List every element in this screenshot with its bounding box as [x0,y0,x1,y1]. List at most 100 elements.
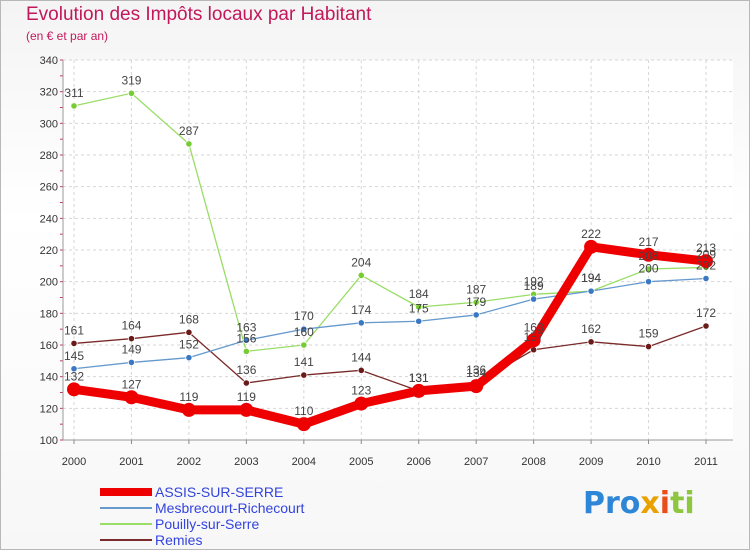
y-tick-label: 120 [40,403,58,415]
data-point [644,342,653,351]
data-label: 222 [581,227,601,241]
data-point [699,254,713,269]
legend-swatch [100,523,152,525]
data-point [357,271,365,279]
y-tick-label: 280 [40,150,58,162]
data-label: 200 [639,262,659,276]
y-tick-label: 340 [40,55,58,67]
data-label: 161 [64,323,84,337]
data-label: 134 [466,366,486,380]
x-tick-label: 2010 [636,456,660,468]
data-point [70,339,78,348]
data-point [415,317,423,325]
legend-label: ASSIS-SUR-SERRE [155,484,284,500]
y-tick-label: 300 [40,118,58,130]
data-point [644,265,653,273]
data-label: 156 [236,331,256,345]
data-point [587,287,595,295]
legend-label: Remies [155,532,203,548]
series-line-0 [69,242,711,429]
data-label: 123 [351,384,371,398]
data-label: 213 [696,241,716,255]
data-label: 119 [237,390,256,404]
y-tick-label: 200 [40,277,58,289]
data-point [644,278,653,286]
y-tick-label: 140 [40,372,58,384]
legend-label: Pouilly-sur-Serre [155,516,260,532]
data-point [185,140,193,148]
data-point [185,328,193,336]
y-tick-label: 320 [40,87,58,99]
data-label: 187 [466,282,486,296]
data-point [300,325,308,333]
data-point [124,390,139,405]
legend-swatch [100,507,152,509]
data-label: 152 [179,338,199,352]
data-point [587,338,595,346]
x-tick-label: 2000 [62,456,86,468]
data-label: 217 [639,235,659,249]
data-point [354,396,369,411]
data-point [526,333,541,348]
data-label: 175 [409,301,429,315]
legend-swatch [100,488,152,496]
data-label: 162 [581,322,601,336]
y-tick-label: 260 [40,182,58,194]
data-point [357,366,365,374]
data-label: 319 [121,73,141,87]
x-tick-label: 2005 [349,456,373,468]
data-point [469,379,484,394]
data-label: 168 [179,312,199,326]
data-label: 209 [696,247,716,261]
data-label: 157 [524,330,544,344]
data-label: 163 [236,320,256,334]
x-tick-label: 2002 [177,456,201,468]
data-point [70,365,78,373]
data-label: 110 [294,404,313,418]
data-point [357,319,365,327]
data-label: 131 [409,371,429,385]
data-label: 194 [581,271,601,285]
data-label: 159 [639,327,659,341]
series-line-3 [73,325,707,392]
data-point [584,239,599,254]
y-tick-label: 240 [40,213,58,225]
data-label: 164 [121,319,141,333]
data-label: 189 [524,279,544,293]
data-label: 202 [696,259,716,273]
data-point [239,402,254,417]
data-label: 184 [409,287,429,301]
x-tick-label: 2009 [579,456,603,468]
data-point [242,347,250,355]
data-label: 132 [64,369,84,383]
x-tick-label: 2003 [234,456,258,468]
data-point [702,322,710,330]
data-point [530,295,538,303]
x-tick-label: 2008 [521,456,545,468]
data-point [67,382,81,397]
data-label: 144 [351,350,371,364]
data-point [127,358,136,367]
x-tick-label: 2006 [406,456,430,468]
data-point [415,303,423,311]
data-label: 194 [581,271,601,285]
series-line-2 [73,92,707,352]
data-label: 204 [351,255,371,269]
data-label: 141 [294,355,314,369]
data-label: 192 [524,274,544,288]
data-point [127,335,136,343]
proxiti-logo: Proxiti [583,486,695,521]
chart-subtitle: (en € et par an) [26,29,109,43]
data-label: 136 [466,363,486,377]
data-point [70,102,78,110]
data-label: 127 [121,377,141,391]
data-label: 179 [466,295,486,309]
data-label: 170 [294,309,314,323]
data-point [641,247,656,262]
x-tick-label: 2001 [119,456,143,468]
x-tick-label: 2011 [694,456,718,468]
legend-label: Mesbrecourt-Richecourt [155,500,305,516]
data-point [296,417,311,432]
data-point [702,274,710,283]
legend-swatch [100,539,152,541]
